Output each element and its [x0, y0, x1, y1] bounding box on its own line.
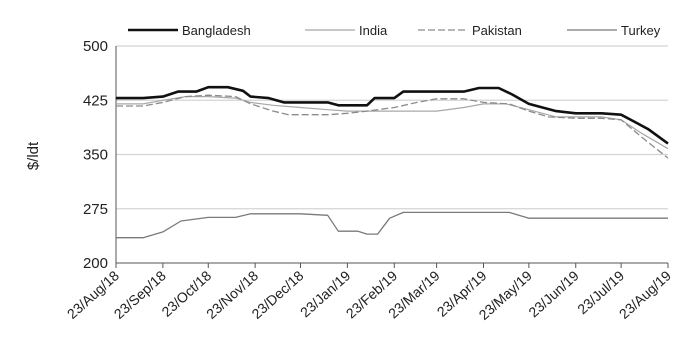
- legend-label-india: India: [359, 23, 388, 38]
- y-tick-label-350: 350: [83, 147, 108, 164]
- y-tick-label-275: 275: [83, 201, 108, 218]
- x-tick-label-12: 23/Aug/19: [616, 267, 674, 322]
- series-line-turkey: [116, 211, 668, 239]
- series-line-pakistan: [116, 94, 669, 159]
- legend-label-pakistan: Pakistan: [472, 23, 522, 38]
- series-line-bangladesh: [116, 85, 669, 145]
- y-axis-title: $/ldt: [25, 141, 42, 170]
- axes: 20027535042550023/Aug/1823/Sep/1823/Oct/…: [64, 38, 674, 323]
- series-line-india: [116, 96, 669, 150]
- legend-label-turkey: Turkey: [621, 23, 661, 38]
- x-tick-label-1: 23/Sep/18: [111, 267, 169, 322]
- y-tick-label-200: 200: [83, 255, 108, 272]
- legend-label-bangladesh: Bangladesh: [182, 23, 251, 38]
- gridlines: [116, 45, 668, 210]
- legend: Bangladesh India Pakistan Turkey: [128, 23, 661, 38]
- y-tick-label-425: 425: [83, 92, 108, 109]
- series-lines: [116, 85, 669, 239]
- x-tick-label-10: 23/Jun/19: [525, 267, 582, 320]
- y-tick-label-500: 500: [83, 38, 108, 55]
